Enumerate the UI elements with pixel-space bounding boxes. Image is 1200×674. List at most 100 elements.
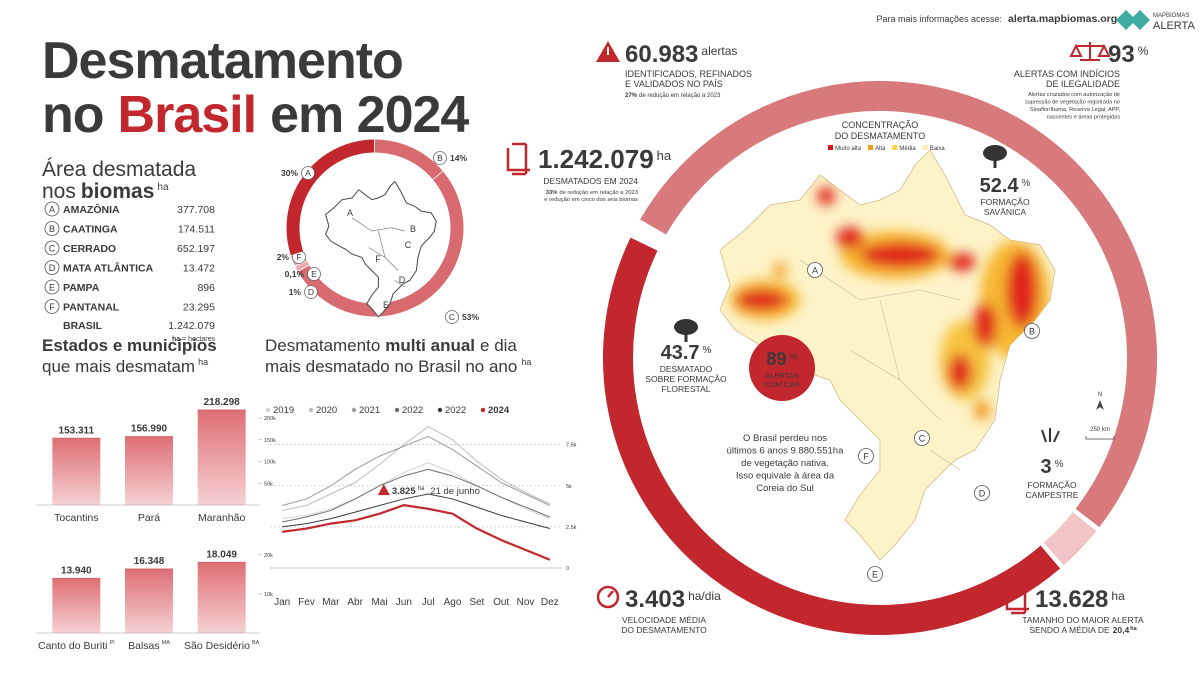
stat-note: supressão de vegetação registrada no [1025, 100, 1120, 106]
title-unit: ha [521, 357, 531, 367]
map-letter: B [1029, 327, 1035, 337]
stat-formation: 43.7% [661, 342, 712, 364]
stat-label: DESMATADOS EM 2024 [543, 176, 638, 186]
ring-segment [1043, 512, 1097, 566]
title-word: no [42, 86, 104, 144]
x-tick-label: Jan [274, 597, 290, 608]
x-tick-label: Ago [444, 597, 462, 608]
stat-label: DE ILEGALIDADE [1046, 79, 1120, 89]
stat-label: ALERTAS COM INDÍCIOS [1014, 69, 1120, 79]
biome-name: PANTANAL [63, 302, 120, 314]
bar-value-label: 218.298 [204, 397, 241, 408]
stat-label: VELOCIDADE MÉDIA [622, 615, 706, 625]
title-bold: multi anual [385, 336, 475, 355]
bar-value-label: 153.311 [59, 425, 95, 436]
x-tick-label: Canto do Buriti PI [38, 640, 115, 652]
ruler-icon [506, 142, 530, 176]
bar [197, 410, 246, 505]
biome-name: AMAZÔNIA [63, 203, 120, 216]
title-word: e dia [480, 336, 517, 355]
stat-speed: 3.403 ha/dia [625, 586, 721, 613]
legend-swatch [828, 145, 833, 150]
title-line: no Brasil em 2024 [42, 86, 469, 144]
map-caption: DO DESMATAMENTO [835, 131, 926, 141]
x-tick-label: Jun [396, 597, 412, 608]
biome-letter-circle [44, 201, 60, 217]
map-letter: E [872, 570, 878, 580]
stat-label: DESMATADO [660, 364, 713, 374]
stat-note: 27% de redução em relação a 2023 [625, 93, 721, 99]
x-tick-label: Out [493, 597, 509, 608]
info-url: alerta.mapbiomas.org [1008, 13, 1117, 25]
donut-letter-circle [445, 310, 459, 324]
biome-letter: A [49, 205, 55, 215]
section-title: Área desmatada [42, 158, 196, 181]
legend-swatch [265, 407, 271, 413]
tree-icon [674, 319, 698, 335]
unit-note-bold: ha [172, 336, 180, 343]
north-label: N [1098, 392, 1102, 398]
bar-value-label: 18.049 [206, 549, 237, 560]
mini-map-letter: B [410, 224, 416, 234]
note-text: de redução em relação a 2023 [639, 93, 721, 99]
map-letter-circle [974, 485, 990, 501]
title-word: nos [42, 180, 76, 203]
north-arrow [1096, 400, 1104, 410]
stat-label: TAMANHO DO MAIOR ALERTA [1022, 615, 1144, 625]
note-text: de redução em relação a 2023 [559, 190, 638, 196]
stat-label: FLORESTAL [662, 384, 711, 394]
stat-label: SAVÂNICA [984, 207, 1027, 217]
stat-label: FORMAÇÃO [980, 197, 1030, 207]
map-letter: A [812, 266, 818, 276]
legend-label: 2020 [316, 405, 337, 416]
title-word: Desmatamento [265, 336, 380, 355]
legend-swatch [308, 407, 314, 413]
stat-value: 3.403 [625, 586, 685, 613]
x-tick-label: Maranhão [198, 512, 245, 524]
map-caption: CONCENTRAÇÃO [842, 120, 919, 130]
biome-name: CAATINGA [63, 224, 118, 236]
stat-note: 33% de redução em relação a 2023 [546, 190, 638, 196]
map-letter: F [863, 452, 869, 462]
stat-value: 13.628 [1035, 586, 1108, 613]
biome-letter: E [49, 283, 55, 293]
biome-value: 13.472 [183, 263, 215, 275]
mini-map-letter: E [383, 300, 389, 310]
section-title: que mais desmatam ha [42, 357, 208, 376]
title-unit: ha [157, 182, 169, 193]
stat-note: Isso equivale à área da [736, 471, 835, 482]
x-tick-label: Tocantins [54, 512, 98, 524]
grass-icon [1041, 428, 1060, 443]
donut-letter: C [449, 312, 455, 322]
stat-unit: % [1138, 44, 1149, 58]
biome-letter-circle [44, 260, 60, 275]
legend-label: Média [899, 146, 916, 152]
unit-note-text: = hectares [182, 336, 215, 343]
legend-label: Muito alta [835, 146, 862, 152]
donut-label: 1% [289, 287, 302, 297]
stat-label: E VALIDADOS NO PAÍS [625, 79, 723, 89]
series-line [282, 504, 551, 561]
stat-car: 89% [766, 349, 797, 369]
bar [52, 578, 101, 633]
stat-label: IDENTIFICADOS, REFINADOS [625, 69, 752, 79]
stat-unit: ha/dia [688, 589, 721, 603]
donut-letter: B [437, 153, 443, 163]
stat-alerts: 60.983 alertas [625, 41, 737, 68]
annotation-icon [377, 484, 390, 496]
logo-text: MAPBIOMAS [1153, 13, 1189, 19]
y-tick-label: 10k [264, 592, 273, 598]
gauge-icon [596, 585, 620, 609]
x-tick-label: Mar [322, 597, 340, 608]
x-tick-label: Pará [138, 512, 160, 524]
mini-map [325, 181, 437, 318]
title-word: mais desmatado no Brasil no ano [265, 357, 517, 376]
tree-trunk [993, 158, 997, 168]
legend-label: 2024 [488, 405, 510, 416]
title-unit: ha [198, 357, 208, 367]
category-superscript: MA [162, 640, 171, 646]
x-tick-label: Jul [422, 597, 435, 608]
legend-swatch [437, 407, 443, 413]
ruler-icon [1005, 581, 1029, 615]
donut-segment [298, 171, 464, 317]
